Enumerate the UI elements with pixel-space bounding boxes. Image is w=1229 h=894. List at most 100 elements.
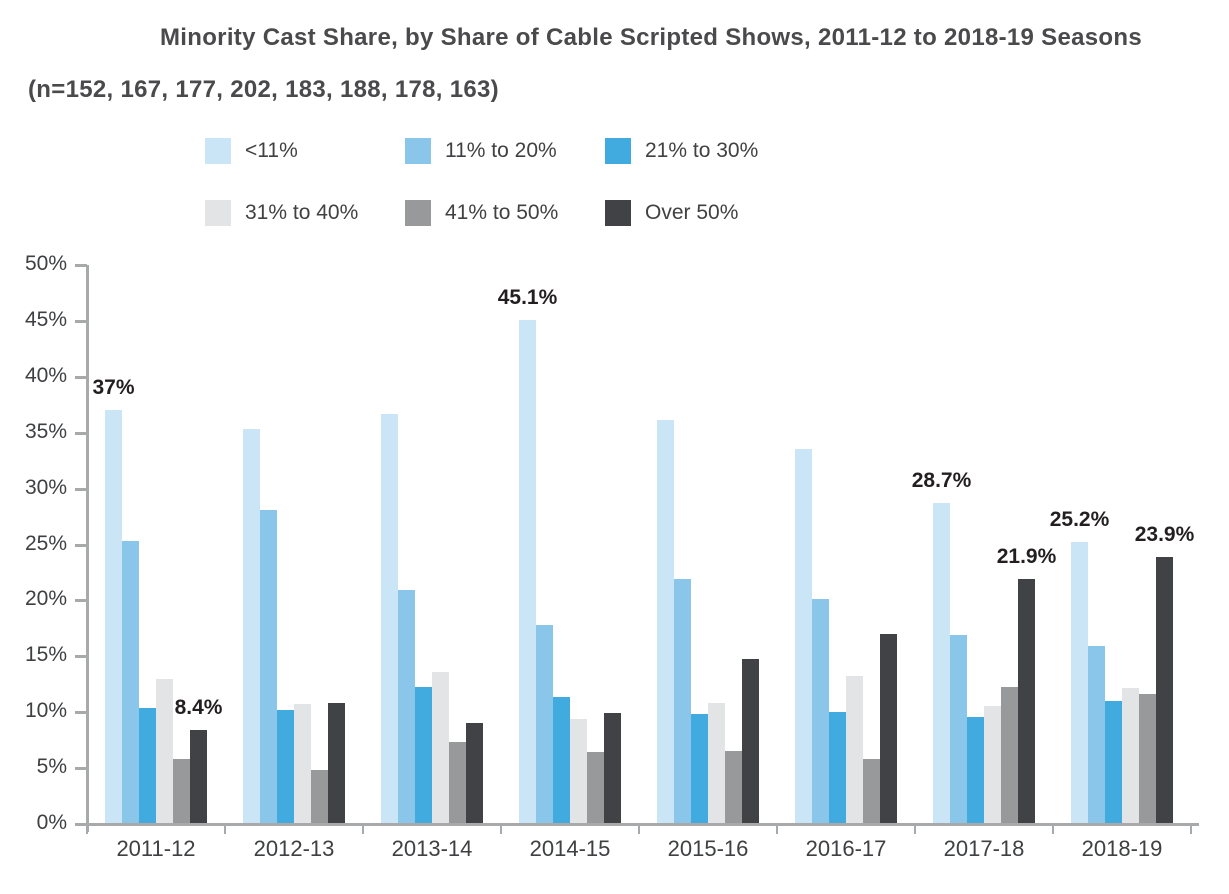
bar-2015-16-5 (725, 751, 742, 824)
y-axis-tick (75, 599, 87, 603)
chart-subtitle: (n=152, 167, 177, 202, 183, 188, 178, 16… (28, 76, 499, 103)
x-axis-tick (914, 824, 916, 834)
bar-2017-18-2 (950, 635, 967, 824)
bar-2017-18-5 (1001, 686, 1018, 824)
x-category-label: 2012-13 (253, 836, 335, 861)
bar-value-label: 23.9% (1134, 522, 1195, 546)
legend-item-1: <11% (205, 138, 298, 164)
bar-2018-19-4 (1122, 687, 1139, 824)
x-category-label: 2016-17 (805, 836, 887, 861)
bar-2017-18-1 (933, 503, 950, 824)
bar-2017-18-6 (1018, 579, 1035, 824)
bar-2016-17-6 (880, 633, 897, 824)
bar-2012-13-3 (277, 709, 294, 824)
bar-2018-19-6 (1156, 556, 1173, 824)
bar-2016-17-4 (846, 676, 863, 824)
y-axis-tick-label: 25% (24, 531, 67, 555)
category-group-2018-19: 25.2% 23.9% 2018-19 (1050, 265, 1195, 861)
plot-area: 0% 5% 10% 15% 20% 25% 30% 35% 40% 45% 50% 37% 8.4% 20… (25, 252, 1199, 861)
x-axis-tick (638, 824, 640, 834)
legend-swatch (605, 138, 631, 164)
y-axis-tick (75, 264, 87, 267)
bar-2014-15-4 (570, 718, 587, 824)
x-category-label: 2013-14 (391, 836, 473, 861)
x-category-label: 2018-19 (1081, 836, 1163, 861)
bar-2012-13-4 (294, 704, 311, 824)
chart-title: Minority Cast Share, by Share of Cable S… (160, 24, 1142, 51)
bar-2013-14-5 (449, 742, 466, 824)
y-axis-tick-label: 20% (24, 587, 67, 611)
bar-2015-16-3 (691, 714, 708, 824)
y-axis-tick-label: 5% (36, 755, 67, 779)
bar-2011-12-2 (122, 541, 139, 824)
bar-2012-13-6 (328, 703, 345, 824)
legend-label: <11% (245, 139, 298, 162)
x-axis-tick (500, 824, 502, 834)
bar-2011-12-6 (190, 730, 207, 824)
y-axis-tick-label: 15% (24, 643, 67, 667)
bar-2012-13-5 (311, 770, 328, 824)
y-axis-tick (75, 319, 87, 323)
legend-swatch (605, 200, 631, 226)
bar-2014-15-2 (536, 625, 553, 824)
bar-value-label: 21.9% (996, 545, 1057, 569)
x-category-label: 2017-18 (943, 836, 1025, 861)
bar-2018-19-2 (1088, 646, 1105, 824)
bar-2015-16-1 (657, 420, 674, 824)
y-axis-tick (75, 375, 87, 379)
bar-2015-16-6 (742, 658, 759, 824)
category-group-2016-17: 2016-17 (777, 265, 915, 861)
y-axis-tick-label: 45% (24, 307, 67, 331)
x-axis-tick (362, 824, 364, 834)
bar-2013-14-3 (415, 686, 432, 824)
bar-2012-13-1 (243, 429, 260, 824)
y-axis-tick-label: 10% (24, 699, 67, 723)
y-axis-tick (75, 431, 87, 435)
x-axis-line (79, 823, 1199, 826)
bar-2016-17-1 (795, 449, 812, 824)
legend-item-5: 41% to 50% (405, 200, 558, 226)
bar-2017-18-4 (984, 705, 1001, 824)
x-axis-tick (224, 824, 226, 834)
category-group-2011-12: 37% 8.4% 2011-12 (87, 265, 225, 861)
legend-label: 11% to 20% (445, 139, 557, 162)
category-group-2014-15: 45.1% 2014-15 (497, 265, 639, 861)
bar-2014-15-5 (587, 752, 604, 824)
x-axis-tick (1052, 824, 1054, 834)
bar-2017-18-3 (967, 716, 984, 824)
legend-item-2: 11% to 20% (405, 138, 557, 164)
category-group-2017-18: 28.7% 21.9% 2017-18 (912, 265, 1057, 861)
bar-2011-12-1 (105, 410, 122, 824)
bar-2014-15-3 (553, 696, 570, 824)
bar-2018-19-1 (1071, 542, 1088, 824)
y-axis-tick (75, 655, 87, 659)
x-category-label: 2014-15 (529, 836, 611, 861)
bar-value-label: 45.1% (497, 285, 558, 309)
y-axis-tick (75, 487, 87, 491)
bar-value-label: 8.4% (174, 696, 223, 720)
y-axis-tick-label: 40% (24, 363, 67, 387)
legend-label: 21% to 30% (645, 139, 759, 162)
bar-2018-19-5 (1139, 694, 1156, 824)
x-category-label: 2011-12 (116, 836, 196, 861)
legend-swatch (205, 138, 231, 164)
bar-2013-14-2 (398, 590, 415, 824)
y-axis-tick (75, 543, 87, 547)
bar-2013-14-4 (432, 671, 449, 824)
legend-item-6: Over 50% (605, 200, 738, 226)
legend-swatch (205, 200, 231, 226)
bar-2011-12-3 (139, 707, 156, 824)
bar-2014-15-1 (519, 319, 536, 824)
bar-2016-17-3 (829, 712, 846, 824)
category-group-2015-16: 2015-16 (639, 265, 777, 861)
bar-2012-13-2 (260, 509, 277, 824)
y-axis-tick-label: 50% (24, 252, 67, 275)
bar-2016-17-2 (812, 599, 829, 824)
bar-2011-12-4 (156, 678, 173, 824)
category-group-2012-13: 2012-13 (225, 265, 363, 861)
legend-item-4: 31% to 40% (205, 200, 358, 226)
legend-label: 41% to 50% (445, 201, 559, 224)
legend-label: 31% to 40% (245, 201, 359, 224)
x-axis-tick (776, 824, 778, 834)
